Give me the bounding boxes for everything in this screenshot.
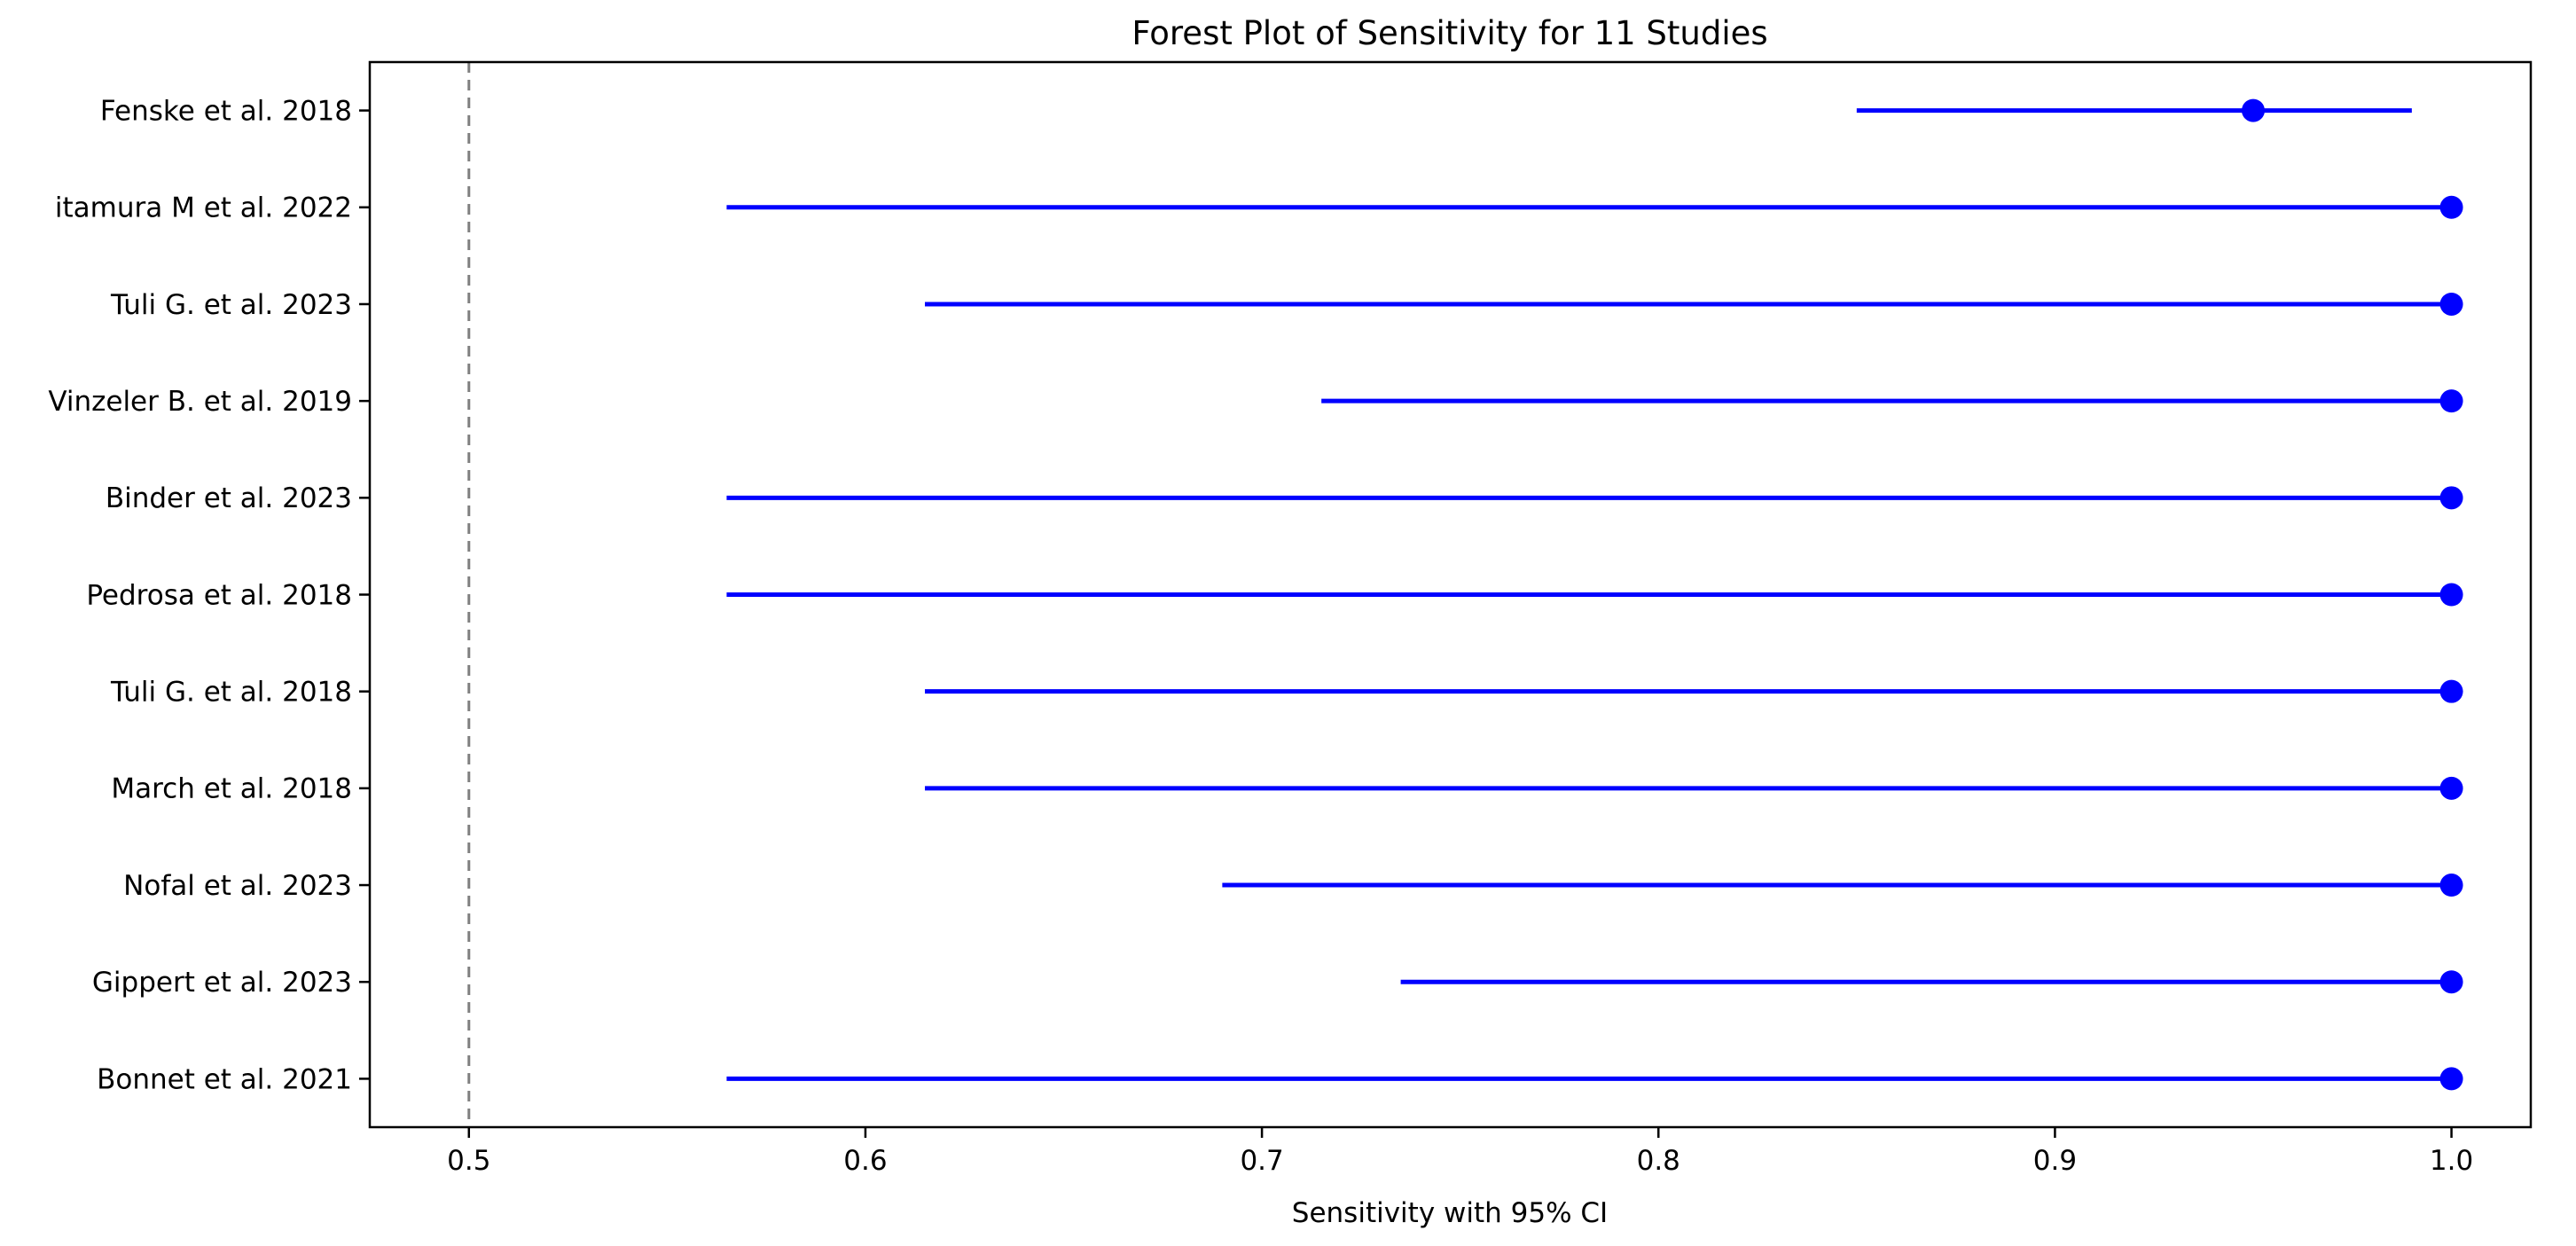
- estimate-marker: [2439, 1067, 2463, 1091]
- study-row: [925, 292, 2463, 316]
- y-axis-label: Vinzeler B. et al. 2019: [48, 386, 352, 418]
- estimate-marker: [2241, 98, 2265, 122]
- y-axis-label: Bonnet et al. 2021: [97, 1063, 352, 1095]
- y-axis-label: Tuli G. et al. 2018: [110, 677, 352, 709]
- x-tick-label: 0.6: [843, 1145, 887, 1177]
- y-axis-label: Pedrosa et al. 2018: [86, 579, 352, 611]
- study-row: [1222, 874, 2463, 897]
- y-axis-label: Tuli G. et al. 2023: [110, 289, 352, 321]
- y-axis-label: Fenske et al. 2018: [100, 95, 352, 127]
- x-tick-label: 1.0: [2430, 1145, 2473, 1177]
- study-row: [1856, 98, 2412, 122]
- estimate-marker: [2439, 970, 2463, 994]
- estimate-marker: [2439, 583, 2463, 607]
- study-row: [726, 1067, 2463, 1091]
- y-axis-labels-layer: Fenske et al. 2018 itamura M et al. 2022 T…: [48, 95, 370, 1095]
- estimate-marker: [2439, 389, 2463, 413]
- y-axis-label: Nofal et al. 2023: [123, 870, 352, 902]
- study-row: [1321, 389, 2463, 413]
- estimate-marker: [2439, 486, 2463, 510]
- x-tick-label: 0.7: [1240, 1145, 1283, 1177]
- x-tick-label: 0.5: [447, 1145, 490, 1177]
- study-row: [1400, 970, 2463, 994]
- study-row: [726, 486, 2463, 510]
- x-tick-label: 0.8: [1637, 1145, 1680, 1177]
- x-tick-label: 0.9: [2033, 1145, 2077, 1177]
- estimate-marker: [2439, 776, 2463, 800]
- y-axis-label: Gippert et al. 2023: [92, 967, 352, 999]
- estimate-marker: [2439, 292, 2463, 316]
- y-axis-label: itamura M et al. 2022: [55, 192, 352, 224]
- study-row: [726, 583, 2463, 607]
- estimate-marker: [2439, 874, 2463, 897]
- estimate-marker: [2439, 679, 2463, 703]
- study-row: [726, 195, 2463, 219]
- study-row: [925, 679, 2463, 703]
- y-axis-label: Binder et al. 2023: [106, 482, 352, 514]
- x-axis-ticks-layer: 0.5 0.6 0.7 0.8 0.9 1.0: [447, 1127, 2473, 1177]
- y-axis-label: March et al. 2018: [111, 773, 352, 805]
- study-rows-layer: [726, 98, 2463, 1091]
- x-axis-label: Sensitivity with 95% CI: [1292, 1197, 1608, 1229]
- study-row: [925, 776, 2463, 800]
- estimate-marker: [2439, 195, 2463, 219]
- chart-title: Forest Plot of Sensitivity for 11 Studie…: [1131, 14, 1767, 52]
